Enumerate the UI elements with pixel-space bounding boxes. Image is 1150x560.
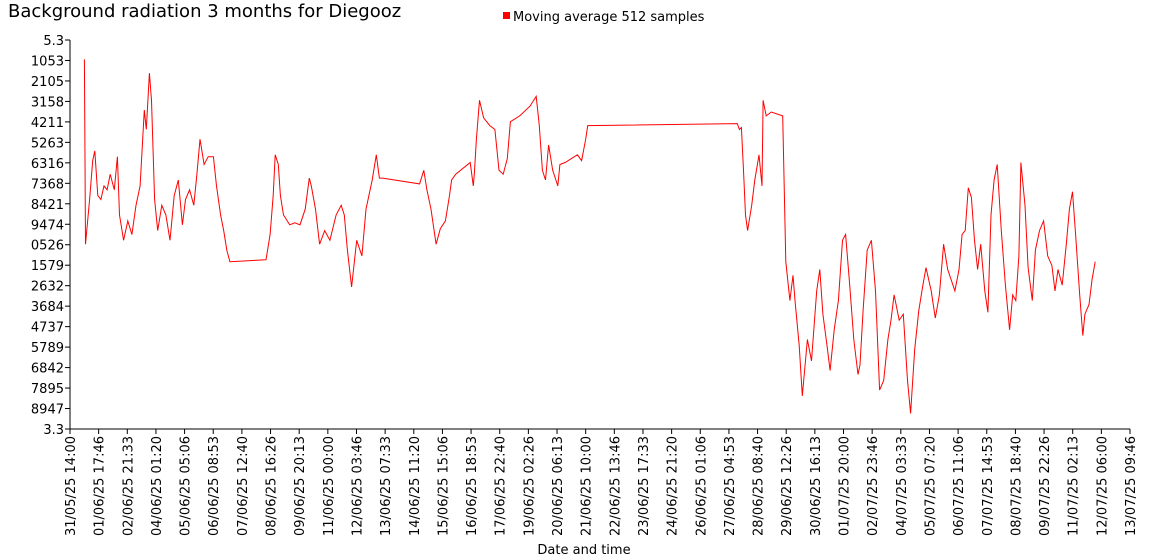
x-tick-label: 12/07/25 06:00 [1095, 436, 1110, 536]
y-tick-label: 3684 [31, 300, 64, 315]
x-tick-label: 05/07/25 07:20 [923, 436, 938, 536]
y-tick-label: 5263 [31, 136, 64, 151]
x-tick-label: 06/07/25 11:06 [952, 436, 967, 536]
y-tick-label: 6842 [31, 362, 64, 377]
x-tick-label: 02/06/25 21:33 [121, 436, 136, 536]
x-tick-label: 23/06/25 17:33 [637, 436, 652, 536]
x-tick-label: 07/07/25 14:53 [981, 436, 996, 536]
y-tick-label: 3158 [31, 95, 64, 110]
x-tick-label: 09/06/25 20:13 [293, 436, 308, 536]
x-tick-label: 19/06/25 02:26 [522, 436, 537, 536]
x-tick-label: 31/05/25 14:00 [64, 436, 79, 536]
x-tick-label: 04/06/25 01:20 [150, 436, 165, 536]
x-tick-label: 11/07/25 02:13 [1067, 436, 1082, 536]
x-tick-label: 24/06/25 21:20 [666, 436, 681, 536]
x-tick-label: 17/06/25 22:40 [494, 436, 509, 536]
x-tick-label: 20/06/25 06:13 [551, 436, 566, 536]
y-tick-label: 5789 [31, 341, 64, 356]
y-tick-label: 7368 [31, 177, 64, 192]
y-tick-label: 4737 [31, 321, 64, 336]
x-tick-label: 13/06/25 07:33 [379, 436, 394, 536]
y-tick-label: 7895 [31, 382, 64, 397]
y-tick-label: 0526 [31, 239, 64, 254]
y-tick-label: 2105 [31, 75, 64, 90]
x-tick-label: 01/06/25 17:46 [93, 436, 108, 536]
y-tick-label: 1053 [31, 54, 64, 69]
chart-title: Background radiation 3 months for Diegoo… [8, 1, 401, 22]
y-tick-label: 4211 [31, 116, 64, 131]
x-tick-label: 21/06/25 10:00 [580, 436, 595, 536]
y-tick-label: 8947 [31, 403, 64, 418]
x-tick-label: 22/06/25 13:46 [608, 436, 623, 536]
x-tick-label: 28/06/25 08:40 [752, 436, 767, 536]
x-axis-label: Date and time [537, 543, 630, 558]
x-tick-label: 29/06/25 12:26 [780, 436, 795, 536]
legend-label: Moving average 512 samples [513, 10, 705, 25]
x-tick-label: 09/07/25 22:26 [1038, 436, 1053, 536]
data-line [83, 59, 1096, 414]
x-tick-label: 30/06/25 16:13 [809, 436, 824, 536]
legend-swatch [503, 12, 510, 19]
y-tick-label: 1579 [31, 259, 64, 274]
x-tick-label: 06/06/25 08:53 [207, 436, 222, 536]
x-tick-label: 08/07/25 18:40 [1009, 436, 1024, 536]
x-tick-label: 15/06/25 15:06 [436, 436, 451, 536]
y-tick-label: 9474 [31, 218, 64, 233]
x-tick-label: 04/07/25 03:33 [895, 436, 910, 536]
x-tick-label: 01/07/25 20:00 [838, 436, 853, 536]
y-tick-label: 5.3 [43, 34, 64, 49]
x-tick-label: 02/07/25 23:46 [866, 436, 881, 536]
y-tick-label: 2632 [31, 280, 64, 295]
y-tick-label: 8421 [31, 198, 64, 213]
x-tick-label: 13/07/25 09:46 [1124, 436, 1139, 536]
x-tick-label: 05/06/25 05:06 [179, 436, 194, 536]
x-tick-label: 14/06/25 11:20 [408, 436, 423, 536]
x-tick-label: 07/06/25 12:40 [236, 436, 251, 536]
y-tick-label: 6316 [31, 157, 64, 172]
x-tick-label: 16/06/25 18:53 [465, 436, 480, 536]
x-tick-label: 08/06/25 16:26 [265, 436, 280, 536]
x-tick-label: 26/06/25 01:06 [694, 436, 709, 536]
y-tick-label: 3.3 [43, 423, 64, 438]
x-tick-label: 12/06/25 03:46 [350, 436, 365, 536]
x-tick-label: 11/06/25 00:00 [322, 436, 337, 536]
x-tick-label: 27/06/25 04:53 [723, 436, 738, 536]
